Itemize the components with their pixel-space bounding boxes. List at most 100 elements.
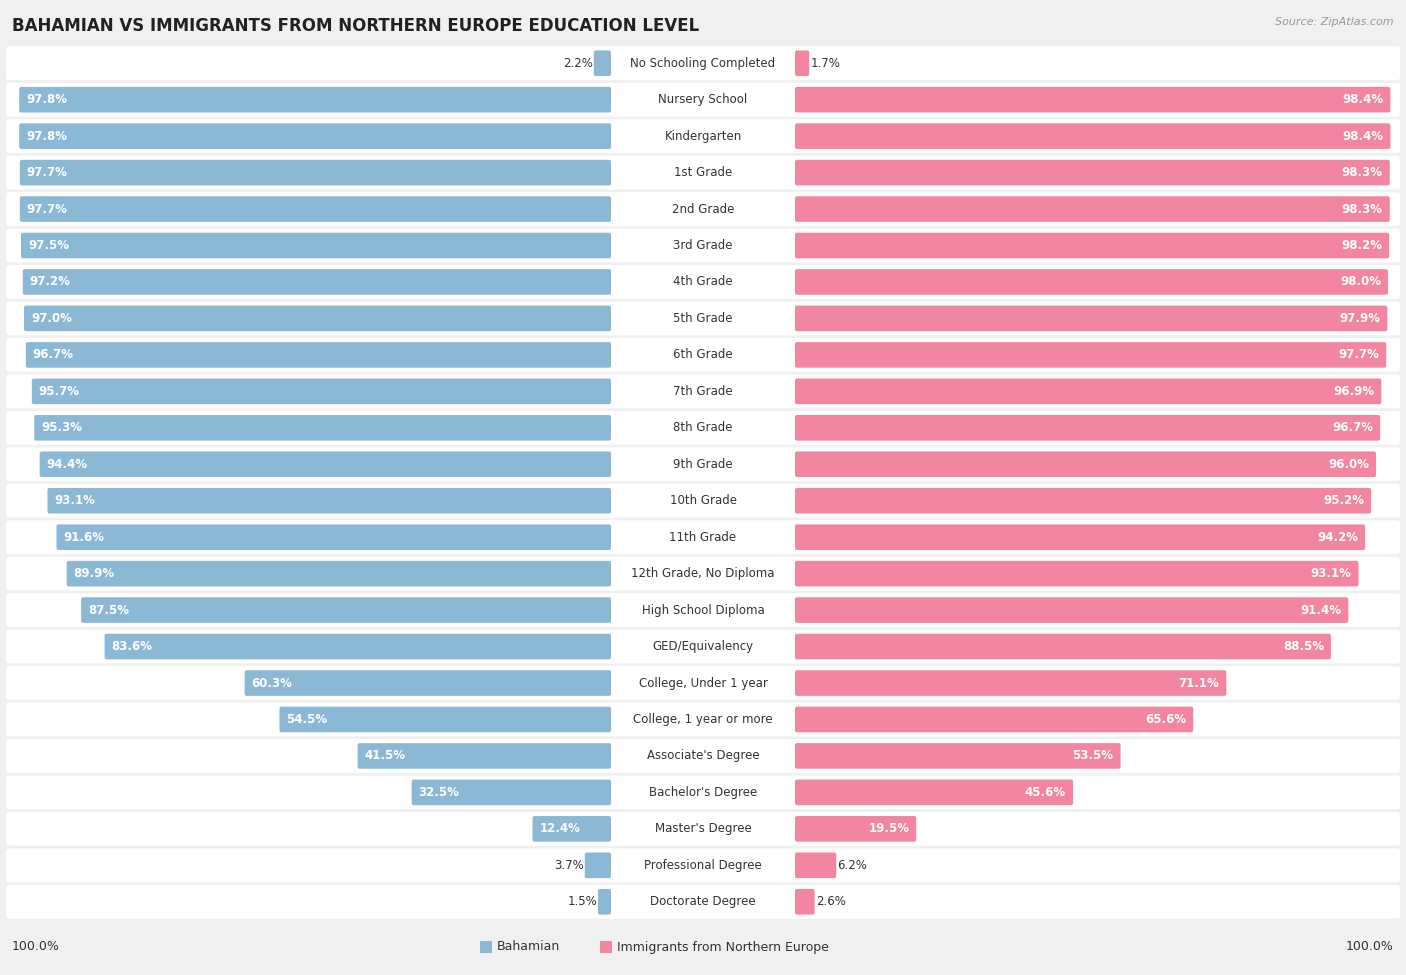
- Text: No Schooling Completed: No Schooling Completed: [630, 57, 776, 70]
- FancyBboxPatch shape: [82, 598, 612, 623]
- Text: 96.0%: 96.0%: [1327, 458, 1369, 471]
- Text: 83.6%: 83.6%: [111, 640, 153, 653]
- FancyBboxPatch shape: [6, 666, 1400, 700]
- FancyBboxPatch shape: [6, 47, 1400, 80]
- FancyBboxPatch shape: [794, 670, 1226, 696]
- FancyBboxPatch shape: [794, 160, 1389, 185]
- Text: 100.0%: 100.0%: [13, 941, 60, 954]
- Text: 12th Grade, No Diploma: 12th Grade, No Diploma: [631, 567, 775, 580]
- FancyBboxPatch shape: [104, 634, 612, 659]
- Text: Doctorate Degree: Doctorate Degree: [650, 895, 756, 909]
- Text: 95.2%: 95.2%: [1323, 494, 1364, 507]
- Text: 11th Grade: 11th Grade: [669, 530, 737, 544]
- Text: GED/Equivalency: GED/Equivalency: [652, 640, 754, 653]
- FancyBboxPatch shape: [6, 848, 1400, 882]
- Text: 71.1%: 71.1%: [1178, 677, 1219, 689]
- FancyBboxPatch shape: [794, 707, 1194, 732]
- Text: Associate's Degree: Associate's Degree: [647, 750, 759, 762]
- Bar: [600, 941, 612, 953]
- FancyBboxPatch shape: [6, 885, 1400, 918]
- FancyBboxPatch shape: [56, 525, 612, 550]
- FancyBboxPatch shape: [6, 229, 1400, 262]
- FancyBboxPatch shape: [6, 265, 1400, 298]
- Text: Immigrants from Northern Europe: Immigrants from Northern Europe: [617, 941, 830, 954]
- Text: 3.7%: 3.7%: [554, 859, 583, 872]
- Text: High School Diploma: High School Diploma: [641, 604, 765, 616]
- Text: Master's Degree: Master's Degree: [655, 822, 751, 836]
- Text: 95.3%: 95.3%: [41, 421, 82, 434]
- FancyBboxPatch shape: [794, 415, 1381, 441]
- FancyBboxPatch shape: [39, 451, 612, 477]
- FancyBboxPatch shape: [598, 889, 612, 915]
- FancyBboxPatch shape: [6, 557, 1400, 591]
- Text: 6.2%: 6.2%: [837, 859, 868, 872]
- Text: 60.3%: 60.3%: [252, 677, 292, 689]
- FancyBboxPatch shape: [794, 269, 1388, 294]
- FancyBboxPatch shape: [585, 852, 612, 878]
- FancyBboxPatch shape: [6, 192, 1400, 226]
- FancyBboxPatch shape: [412, 780, 612, 805]
- FancyBboxPatch shape: [794, 561, 1358, 586]
- FancyBboxPatch shape: [794, 378, 1381, 405]
- FancyBboxPatch shape: [593, 51, 612, 76]
- Text: BAHAMIAN VS IMMIGRANTS FROM NORTHERN EUROPE EDUCATION LEVEL: BAHAMIAN VS IMMIGRANTS FROM NORTHERN EUR…: [13, 17, 699, 35]
- Text: College, Under 1 year: College, Under 1 year: [638, 677, 768, 689]
- Text: 2nd Grade: 2nd Grade: [672, 203, 734, 215]
- FancyBboxPatch shape: [357, 743, 612, 768]
- FancyBboxPatch shape: [6, 83, 1400, 117]
- FancyBboxPatch shape: [6, 521, 1400, 554]
- FancyBboxPatch shape: [280, 707, 612, 732]
- Text: 97.7%: 97.7%: [1339, 348, 1379, 362]
- FancyBboxPatch shape: [6, 593, 1400, 627]
- Text: 10th Grade: 10th Grade: [669, 494, 737, 507]
- Text: 96.7%: 96.7%: [1331, 421, 1374, 434]
- FancyBboxPatch shape: [34, 415, 612, 441]
- Text: 95.7%: 95.7%: [39, 385, 80, 398]
- FancyBboxPatch shape: [794, 451, 1376, 477]
- Text: 96.7%: 96.7%: [32, 348, 75, 362]
- Text: 96.9%: 96.9%: [1333, 385, 1375, 398]
- Text: 2.6%: 2.6%: [815, 895, 845, 909]
- FancyBboxPatch shape: [794, 634, 1331, 659]
- FancyBboxPatch shape: [794, 124, 1391, 149]
- FancyBboxPatch shape: [6, 812, 1400, 845]
- Text: 65.6%: 65.6%: [1144, 713, 1187, 726]
- FancyBboxPatch shape: [6, 119, 1400, 153]
- Text: Bahamian: Bahamian: [496, 941, 560, 954]
- FancyBboxPatch shape: [794, 87, 1391, 112]
- FancyBboxPatch shape: [25, 342, 612, 368]
- FancyBboxPatch shape: [20, 196, 612, 222]
- Text: Kindergarten: Kindergarten: [665, 130, 741, 142]
- FancyBboxPatch shape: [20, 124, 612, 149]
- FancyBboxPatch shape: [21, 233, 612, 258]
- Text: 54.5%: 54.5%: [287, 713, 328, 726]
- Text: 97.5%: 97.5%: [28, 239, 69, 252]
- Text: 91.4%: 91.4%: [1301, 604, 1341, 616]
- Text: 2.2%: 2.2%: [562, 57, 593, 70]
- Text: 45.6%: 45.6%: [1025, 786, 1066, 799]
- Text: 9th Grade: 9th Grade: [673, 458, 733, 471]
- FancyBboxPatch shape: [245, 670, 612, 696]
- Text: 93.1%: 93.1%: [55, 494, 96, 507]
- FancyBboxPatch shape: [794, 598, 1348, 623]
- Text: 41.5%: 41.5%: [364, 750, 405, 762]
- Text: 98.4%: 98.4%: [1343, 130, 1384, 142]
- FancyBboxPatch shape: [22, 269, 612, 294]
- FancyBboxPatch shape: [6, 448, 1400, 481]
- Text: 87.5%: 87.5%: [89, 604, 129, 616]
- FancyBboxPatch shape: [66, 561, 612, 586]
- Text: 32.5%: 32.5%: [419, 786, 460, 799]
- Text: 1st Grade: 1st Grade: [673, 166, 733, 179]
- FancyBboxPatch shape: [6, 374, 1400, 409]
- Text: 98.0%: 98.0%: [1340, 276, 1381, 289]
- Text: 1.5%: 1.5%: [567, 895, 598, 909]
- Text: 98.3%: 98.3%: [1341, 203, 1382, 215]
- Text: 88.5%: 88.5%: [1282, 640, 1324, 653]
- Text: 94.4%: 94.4%: [46, 458, 87, 471]
- Text: 93.1%: 93.1%: [1310, 567, 1351, 580]
- Text: 98.3%: 98.3%: [1341, 166, 1382, 179]
- Text: 6th Grade: 6th Grade: [673, 348, 733, 362]
- FancyBboxPatch shape: [48, 488, 612, 514]
- Text: 91.6%: 91.6%: [63, 530, 104, 544]
- FancyBboxPatch shape: [794, 780, 1073, 805]
